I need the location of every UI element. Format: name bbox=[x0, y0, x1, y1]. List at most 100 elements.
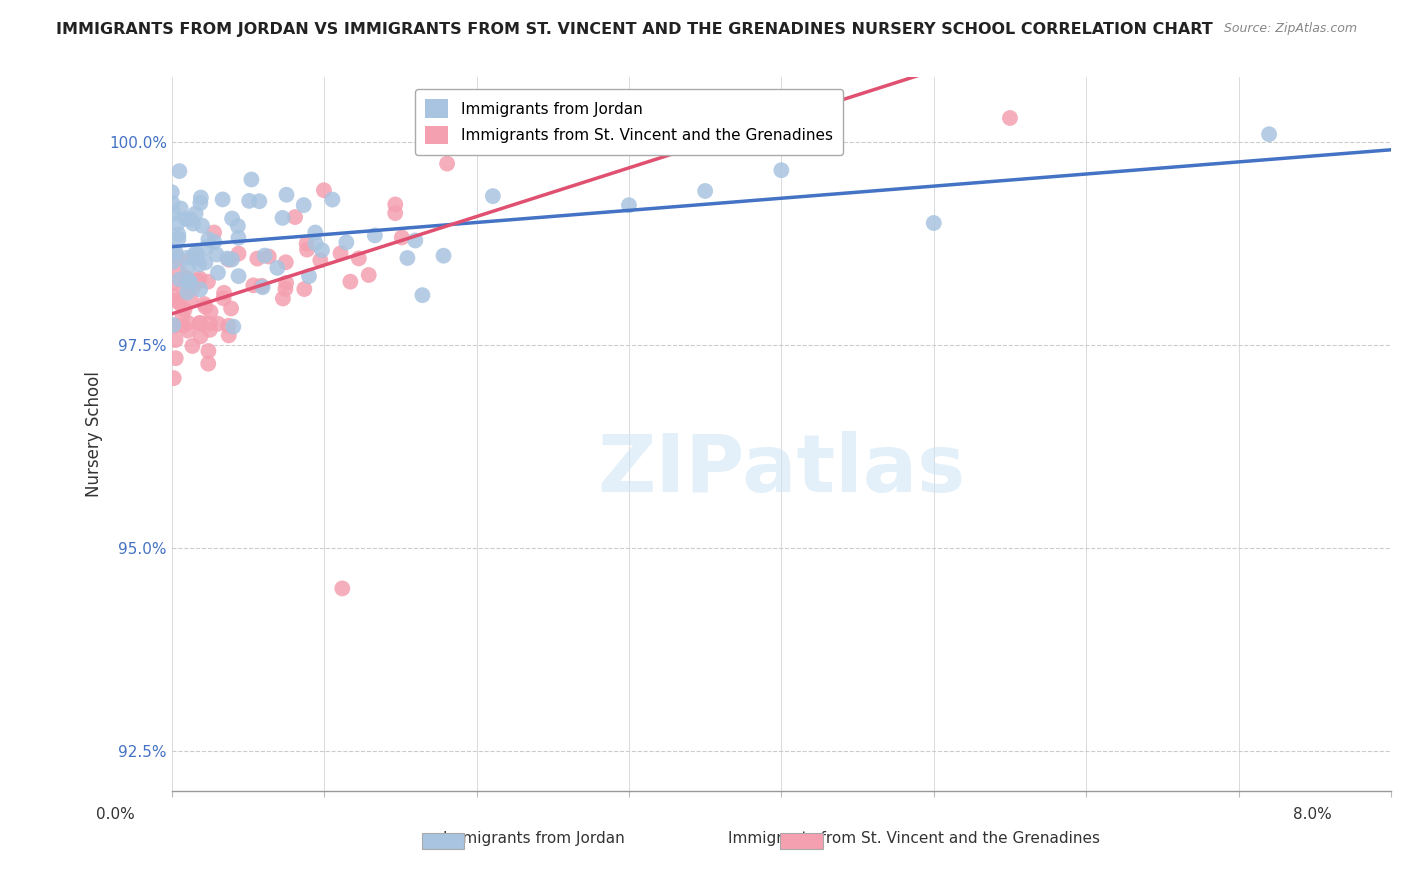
Immigrants from St. Vincent and the Grenadines bbox=[274, 282, 297, 296]
Immigrants from Jordan bbox=[162, 244, 184, 258]
Immigrants from St. Vincent and the Grenadines bbox=[180, 292, 202, 306]
Immigrants from Jordan bbox=[217, 252, 239, 266]
Immigrants from St. Vincent and the Grenadines bbox=[181, 339, 204, 353]
Immigrants from St. Vincent and the Grenadines bbox=[274, 255, 297, 269]
Immigrants from Jordan bbox=[482, 189, 505, 203]
Immigrants from St. Vincent and the Grenadines bbox=[172, 318, 194, 333]
Immigrants from Jordan bbox=[167, 232, 190, 246]
Immigrants from St. Vincent and the Grenadines bbox=[271, 292, 294, 306]
Immigrants from Jordan bbox=[226, 219, 249, 233]
Immigrants from St. Vincent and the Grenadines bbox=[212, 285, 235, 300]
Immigrants from Jordan bbox=[176, 285, 198, 300]
Immigrants from St. Vincent and the Grenadines bbox=[212, 291, 235, 305]
Immigrants from St. Vincent and the Grenadines bbox=[166, 250, 188, 264]
Immigrants from St. Vincent and the Grenadines bbox=[181, 281, 204, 295]
Immigrants from St. Vincent and the Grenadines bbox=[228, 246, 250, 260]
Immigrants from Jordan bbox=[238, 194, 260, 208]
Immigrants from St. Vincent and the Grenadines bbox=[194, 300, 217, 314]
Immigrants from St. Vincent and the Grenadines bbox=[218, 252, 240, 267]
Immigrants from Jordan bbox=[207, 266, 229, 280]
Immigrants from St. Vincent and the Grenadines bbox=[187, 274, 209, 288]
Immigrants from Jordan bbox=[364, 228, 387, 243]
Immigrants from Jordan bbox=[211, 193, 233, 207]
Immigrants from Jordan bbox=[304, 226, 326, 240]
Immigrants from Jordan bbox=[162, 318, 184, 332]
Immigrants from Jordan bbox=[186, 252, 208, 266]
Immigrants from Jordan bbox=[166, 217, 188, 231]
Text: Source: ZipAtlas.com: Source: ZipAtlas.com bbox=[1223, 22, 1357, 36]
Legend: Immigrants from Jordan, Immigrants from St. Vincent and the Grenadines: Immigrants from Jordan, Immigrants from … bbox=[415, 88, 844, 155]
Immigrants from St. Vincent and the Grenadines bbox=[181, 250, 204, 264]
Immigrants from St. Vincent and the Grenadines bbox=[284, 210, 307, 224]
Text: IMMIGRANTS FROM JORDAN VS IMMIGRANTS FROM ST. VINCENT AND THE GRENADINES NURSERY: IMMIGRANTS FROM JORDAN VS IMMIGRANTS FRO… bbox=[56, 22, 1213, 37]
Immigrants from St. Vincent and the Grenadines bbox=[162, 276, 184, 290]
Immigrants from Jordan bbox=[411, 288, 433, 302]
Immigrants from Jordan bbox=[174, 211, 197, 226]
Immigrants from Jordan bbox=[167, 227, 190, 242]
Immigrants from Jordan bbox=[179, 275, 201, 289]
Immigrants from Jordan bbox=[292, 198, 315, 212]
Immigrants from Jordan bbox=[188, 282, 211, 296]
Text: R = 0.388    N = 72: R = 0.388 N = 72 bbox=[555, 119, 717, 134]
Text: Immigrants from Jordan: Immigrants from Jordan bbox=[443, 831, 626, 846]
Immigrants from St. Vincent and the Grenadines bbox=[617, 111, 640, 125]
Immigrants from Jordan bbox=[253, 249, 276, 263]
Immigrants from St. Vincent and the Grenadines bbox=[295, 243, 318, 257]
Immigrants from Jordan bbox=[181, 217, 204, 231]
Immigrants from Jordan bbox=[271, 211, 294, 225]
Immigrants from St. Vincent and the Grenadines bbox=[160, 288, 183, 302]
Immigrants from St. Vincent and the Grenadines bbox=[176, 270, 198, 285]
Immigrants from St. Vincent and the Grenadines bbox=[188, 317, 211, 331]
Immigrants from St. Vincent and the Grenadines bbox=[429, 141, 451, 155]
Immigrants from Jordan bbox=[276, 187, 298, 202]
Immigrants from Jordan bbox=[195, 240, 218, 254]
Immigrants from Jordan bbox=[190, 190, 212, 204]
Immigrants from Jordan bbox=[184, 246, 207, 260]
Immigrants from St. Vincent and the Grenadines bbox=[169, 296, 191, 310]
Immigrants from Jordan bbox=[184, 206, 207, 220]
Immigrants from St. Vincent and the Grenadines bbox=[246, 252, 269, 266]
Immigrants from St. Vincent and the Grenadines bbox=[190, 329, 212, 343]
Immigrants from St. Vincent and the Grenadines bbox=[257, 250, 280, 264]
Immigrants from St. Vincent and the Grenadines bbox=[436, 156, 458, 170]
Immigrants from Jordan bbox=[188, 257, 211, 271]
Immigrants from St. Vincent and the Grenadines bbox=[165, 293, 187, 308]
Immigrants from Jordan bbox=[162, 254, 184, 268]
Immigrants from St. Vincent and the Grenadines bbox=[197, 357, 219, 371]
Immigrants from Jordan bbox=[228, 231, 250, 245]
Immigrants from St. Vincent and the Grenadines bbox=[198, 316, 221, 330]
Immigrants from Jordan bbox=[266, 260, 288, 275]
Immigrants from Jordan bbox=[298, 269, 321, 284]
Immigrants from St. Vincent and the Grenadines bbox=[384, 206, 406, 220]
Immigrants from St. Vincent and the Grenadines bbox=[292, 282, 315, 296]
Immigrants from St. Vincent and the Grenadines bbox=[207, 317, 229, 331]
Immigrants from Jordan bbox=[191, 219, 214, 233]
Immigrants from Jordan bbox=[304, 236, 326, 251]
Text: 8.0%: 8.0% bbox=[1292, 807, 1331, 822]
Immigrants from Jordan bbox=[169, 272, 191, 286]
Immigrants from St. Vincent and the Grenadines bbox=[193, 297, 215, 311]
Immigrants from Jordan bbox=[186, 247, 208, 261]
Immigrants from Jordan bbox=[617, 198, 640, 212]
Immigrants from Jordan bbox=[162, 206, 184, 220]
Immigrants from Jordan bbox=[190, 196, 212, 211]
Text: R = 0.075    N = 71: R = 0.075 N = 71 bbox=[555, 90, 717, 105]
Immigrants from Jordan bbox=[695, 184, 717, 198]
Immigrants from St. Vincent and the Grenadines bbox=[384, 197, 406, 211]
Immigrants from St. Vincent and the Grenadines bbox=[167, 264, 190, 278]
Immigrants from St. Vincent and the Grenadines bbox=[197, 275, 219, 289]
Immigrants from St. Vincent and the Grenadines bbox=[250, 278, 273, 293]
Immigrants from Jordan bbox=[176, 251, 198, 265]
Immigrants from Jordan bbox=[160, 185, 183, 199]
Immigrants from St. Vincent and the Grenadines bbox=[165, 333, 187, 347]
Immigrants from Jordan bbox=[194, 255, 217, 269]
Immigrants from Jordan bbox=[311, 243, 333, 257]
Immigrants from St. Vincent and the Grenadines bbox=[218, 318, 240, 333]
Immigrants from St. Vincent and the Grenadines bbox=[312, 183, 335, 197]
Immigrants from Jordan bbox=[179, 212, 201, 227]
Immigrants from St. Vincent and the Grenadines bbox=[541, 121, 564, 136]
Immigrants from Jordan bbox=[205, 247, 228, 261]
Text: ZIPatlas: ZIPatlas bbox=[598, 431, 966, 509]
Immigrants from St. Vincent and the Grenadines bbox=[202, 226, 225, 240]
Immigrants from St. Vincent and the Grenadines bbox=[198, 323, 221, 337]
